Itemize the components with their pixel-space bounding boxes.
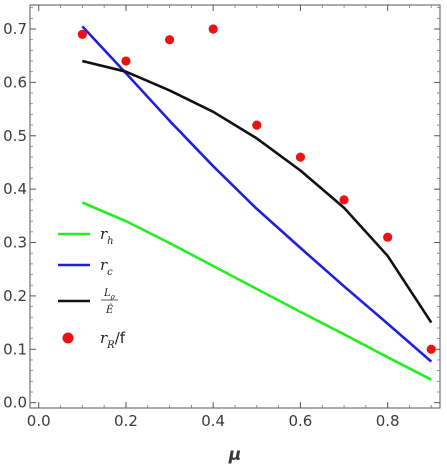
legend-rc-label: rc [100, 256, 113, 278]
scatter-point [164, 35, 175, 45]
scatter-point [295, 152, 306, 162]
series-line-0 [81, 201, 432, 381]
y-tick-label: 0.5 [3, 127, 27, 145]
legend-swatch-rr [62, 332, 74, 344]
x-tick-label: 0.2 [114, 412, 138, 430]
y-tick-label: 0.1 [3, 340, 27, 358]
scatter-point [426, 344, 436, 354]
scatter-point [339, 195, 349, 205]
legend-lrho-den: Ê [105, 304, 114, 316]
y-tick-label: 0.6 [3, 73, 27, 91]
legend-rr-label: rR/f [100, 329, 126, 351]
legend-rh-label: rh [100, 225, 114, 247]
y-tick-label: 0.7 [3, 20, 27, 38]
legend: rh rc Lρ ÊrR/f [58, 225, 126, 351]
scatter-point [77, 29, 87, 39]
series-group [77, 24, 436, 381]
series-line-1 [81, 25, 433, 363]
scatter-point [208, 24, 218, 34]
series-line-2 [81, 59, 433, 324]
x-tick-label: 0.8 [376, 412, 400, 430]
x-tick-label: 0.0 [27, 412, 51, 430]
x-axis-label: μ [228, 445, 242, 465]
x-tick-label: 0.4 [201, 412, 225, 430]
y-tick-label: 0.3 [3, 234, 27, 252]
axis-ticks: 0.0 0.2 0.4 0.6 0.8 0.0 0.1 0.2 0.3 0.4 0.5 0.6 0.7 [3, 5, 440, 430]
scatter-point [121, 56, 131, 66]
scatter-point [252, 120, 262, 130]
y-tick-label: 0.4 [3, 180, 27, 198]
y-tick-label: 0.2 [3, 287, 27, 305]
y-tick-label: 0.0 [3, 394, 27, 412]
x-tick-label: 0.6 [288, 412, 312, 430]
scatter-point [383, 232, 393, 242]
legend-lrho-num-label: Lρ [103, 288, 116, 301]
